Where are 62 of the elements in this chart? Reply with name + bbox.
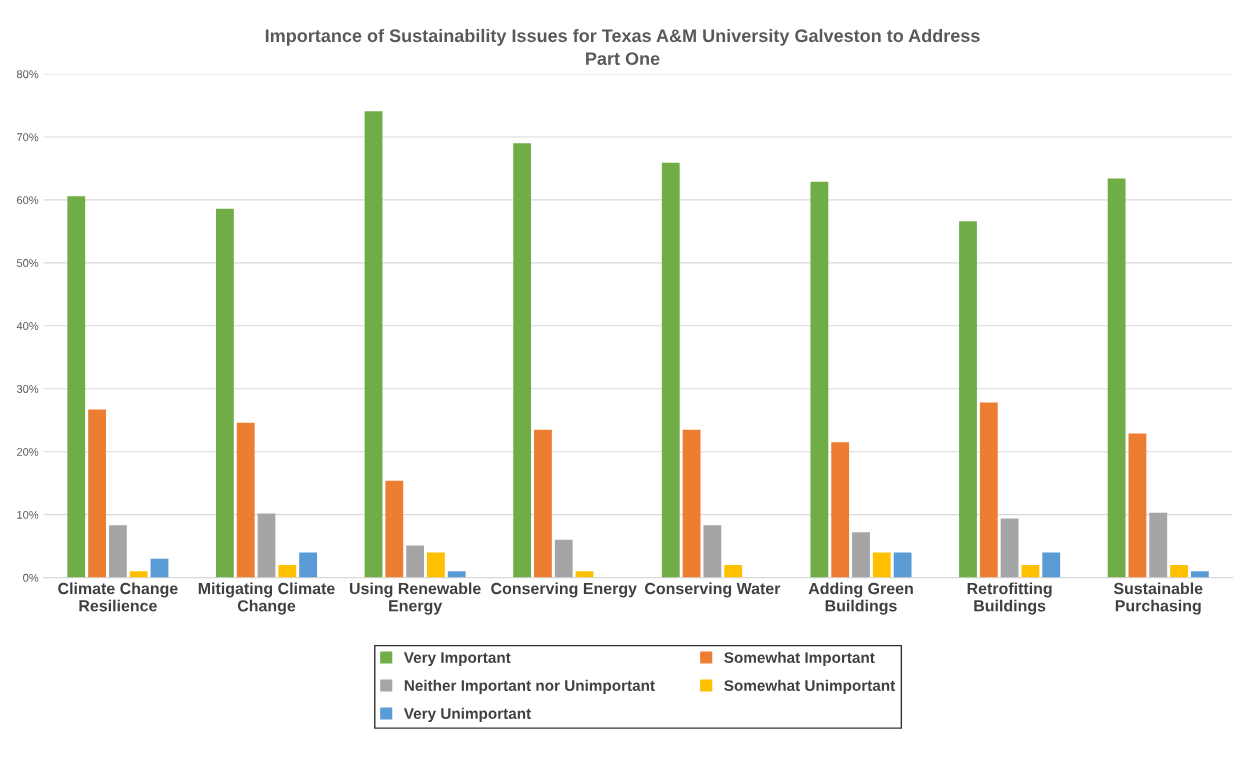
bar xyxy=(108,525,127,578)
bar xyxy=(278,565,297,578)
bar xyxy=(447,571,466,578)
bar xyxy=(959,221,977,578)
bar xyxy=(661,162,680,578)
y-tick-label: 50% xyxy=(16,259,39,267)
bar xyxy=(1190,571,1209,578)
y-tick-label: 20% xyxy=(17,447,39,456)
x-tick-label: Retrofitting Buildings xyxy=(967,582,1052,615)
bar xyxy=(1170,565,1188,578)
y-tick-label: 10% xyxy=(17,510,39,519)
legend-label: Very Important xyxy=(403,652,511,667)
bar xyxy=(385,480,404,578)
bar xyxy=(513,143,532,578)
bar xyxy=(852,532,870,578)
x-tick-label: Using Renewable Energy xyxy=(349,582,481,615)
bar xyxy=(1149,512,1168,578)
legend-label: Neither Important nor Unimportant xyxy=(404,679,655,694)
y-tick-label: 40% xyxy=(16,322,39,330)
x-tick-label: Conserving Energy xyxy=(491,582,637,598)
x-tick-label: Sustainable Purchasing xyxy=(1113,582,1203,615)
bar xyxy=(236,422,255,578)
bar xyxy=(1021,565,1040,578)
bar xyxy=(810,181,829,578)
bar xyxy=(129,571,148,578)
bar xyxy=(257,513,276,578)
bar xyxy=(1000,518,1019,578)
x-tick-label: Adding Green Buildings xyxy=(808,582,913,615)
bar xyxy=(1042,552,1061,578)
y-tick-label: 0% xyxy=(23,573,39,582)
bar xyxy=(554,539,573,578)
x-tick-label: Conserving Water xyxy=(644,582,781,598)
bar xyxy=(682,429,701,578)
bar xyxy=(67,196,86,578)
y-tick-label: 60% xyxy=(17,196,39,205)
bar xyxy=(406,545,425,578)
bar xyxy=(1107,178,1126,578)
chart-subtitle: Part One xyxy=(586,52,660,66)
bar xyxy=(575,571,594,578)
y-tick-label: 70% xyxy=(17,133,39,142)
bar xyxy=(427,552,445,578)
bar xyxy=(893,552,912,578)
x-tick-label: Mitigating Climate Change xyxy=(198,582,335,615)
bar xyxy=(703,525,722,578)
bar xyxy=(534,429,552,578)
x-tick-label: Climate Change Resilience xyxy=(58,582,178,612)
bar xyxy=(1128,433,1147,578)
bar xyxy=(88,409,106,578)
y-tick-label: 80% xyxy=(16,70,39,79)
bar xyxy=(979,402,998,578)
bar xyxy=(831,442,850,578)
bar xyxy=(215,208,234,578)
bar xyxy=(299,552,318,578)
bar xyxy=(724,565,743,578)
bar xyxy=(150,558,169,578)
legend-label: Very Unimportant xyxy=(403,707,531,722)
bar xyxy=(872,552,891,578)
y-tick-label: 30% xyxy=(16,385,39,393)
chart-title: Importance of Sustainability Issues for Texas A&M University Galveston to Address xyxy=(265,28,980,46)
legend-label: Somewhat Important xyxy=(724,651,875,667)
bar xyxy=(364,111,383,578)
legend-label: Somewhat Unimportant xyxy=(724,679,896,694)
